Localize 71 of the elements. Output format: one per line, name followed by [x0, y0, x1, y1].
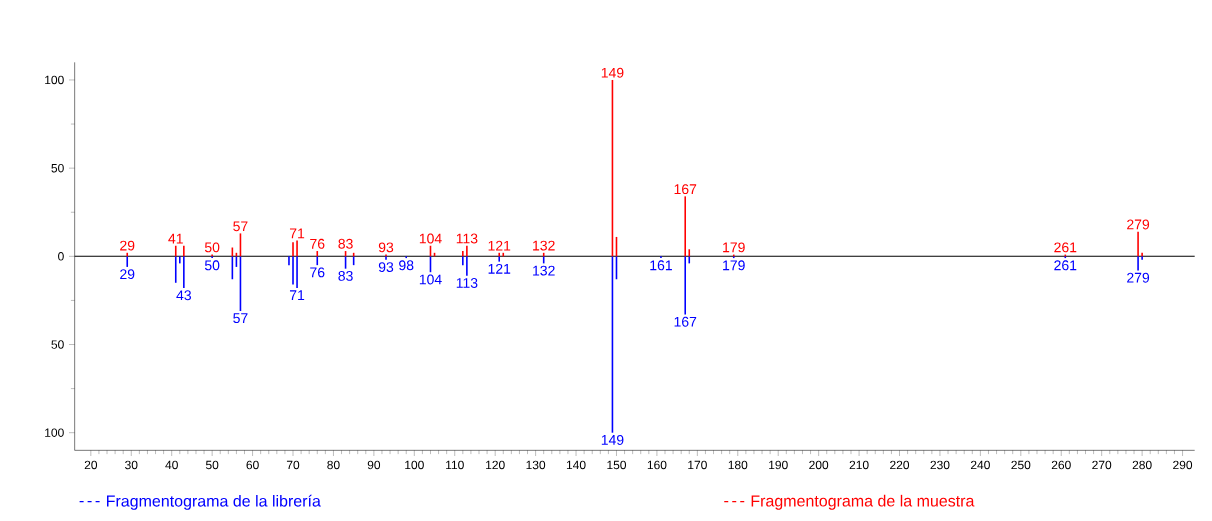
x-tick-label: 60	[246, 460, 259, 470]
annotation: 104	[419, 274, 442, 285]
y-tick-label: 100	[45, 428, 64, 437]
annotation: 76	[310, 238, 325, 249]
y-tick-label: 50	[51, 340, 64, 349]
x-tick-label: 280	[1132, 460, 1152, 470]
annotation: 161	[650, 260, 672, 271]
annotation: 149	[601, 434, 624, 445]
annotation: 167	[674, 316, 697, 327]
annotation: 57	[233, 313, 248, 324]
x-tick-label: 100	[405, 460, 424, 470]
x-tick-label: 110	[446, 460, 464, 470]
x-tick-label: 140	[566, 460, 586, 470]
annotation: 93	[378, 262, 394, 273]
x-tick-label: 50	[205, 460, 219, 470]
x-tick-label: 240	[970, 460, 990, 470]
legend-label: Fragmentograma de la librería	[107, 494, 321, 510]
x-tick-label: 270	[1092, 460, 1112, 470]
annotation: 132	[533, 240, 555, 251]
x-tick-label: 200	[809, 460, 829, 470]
x-tick-label: 150	[607, 460, 627, 470]
annotation: 279	[1127, 219, 1150, 230]
x-tick-label: 260	[1051, 460, 1071, 470]
y-tick-label: 50	[51, 163, 64, 173]
annotation: 83	[338, 270, 353, 281]
y-tick-label: 0	[58, 252, 64, 261]
x-tick-label: 230	[930, 460, 950, 470]
annotation: 50	[204, 242, 220, 253]
annotation: 279	[1127, 272, 1150, 283]
annotation: 29	[120, 269, 135, 280]
annotation: 113	[456, 278, 478, 288]
annotation: 261	[1054, 260, 1077, 271]
x-tick-label: 180	[728, 460, 748, 470]
annotation: 104	[419, 233, 442, 244]
annotation: 121	[488, 240, 511, 251]
annotation: 43	[176, 290, 192, 301]
annotation: 57	[233, 221, 248, 232]
legend-label: Fragmentograma de la muestra	[751, 494, 975, 510]
x-tick-label: 190	[769, 460, 788, 470]
annotation: 71	[289, 290, 305, 300]
x-tick-label: 210	[849, 460, 869, 470]
x-tick-label: 20	[84, 460, 98, 470]
annotation: 167	[674, 184, 697, 195]
annotation: 83	[338, 238, 353, 249]
x-tick-label: 130	[526, 460, 546, 470]
x-tick-label: 40	[165, 460, 178, 470]
annotation: 149	[601, 67, 624, 78]
annotation: 179	[723, 260, 745, 271]
x-tick-label: 120	[486, 460, 505, 470]
annotation: 76	[310, 267, 325, 278]
x-tick-label: 170	[688, 460, 707, 470]
annotation: 98	[399, 260, 414, 271]
annotation: 93	[378, 242, 394, 253]
x-tick-label: 250	[1011, 460, 1031, 470]
x-tick-label: 70	[286, 460, 300, 470]
annotation: 179	[723, 242, 745, 253]
annotation: 261	[1054, 242, 1077, 253]
annotation: 121	[488, 263, 511, 274]
x-tick-label: 30	[125, 460, 138, 470]
x-tick-label: 290	[1173, 460, 1193, 470]
annotation: 113	[456, 233, 478, 244]
annotation: 71	[289, 228, 305, 239]
y-tick-label: 100	[45, 75, 64, 85]
x-tick-label: 90	[367, 460, 381, 470]
annotation: 50	[204, 260, 220, 271]
annotation: 132	[533, 265, 555, 276]
x-tick-label: 220	[890, 460, 910, 470]
annotation: 29	[120, 240, 135, 251]
annotation: 41	[168, 233, 183, 244]
x-tick-label: 80	[327, 460, 340, 470]
x-tick-label: 160	[647, 460, 667, 470]
